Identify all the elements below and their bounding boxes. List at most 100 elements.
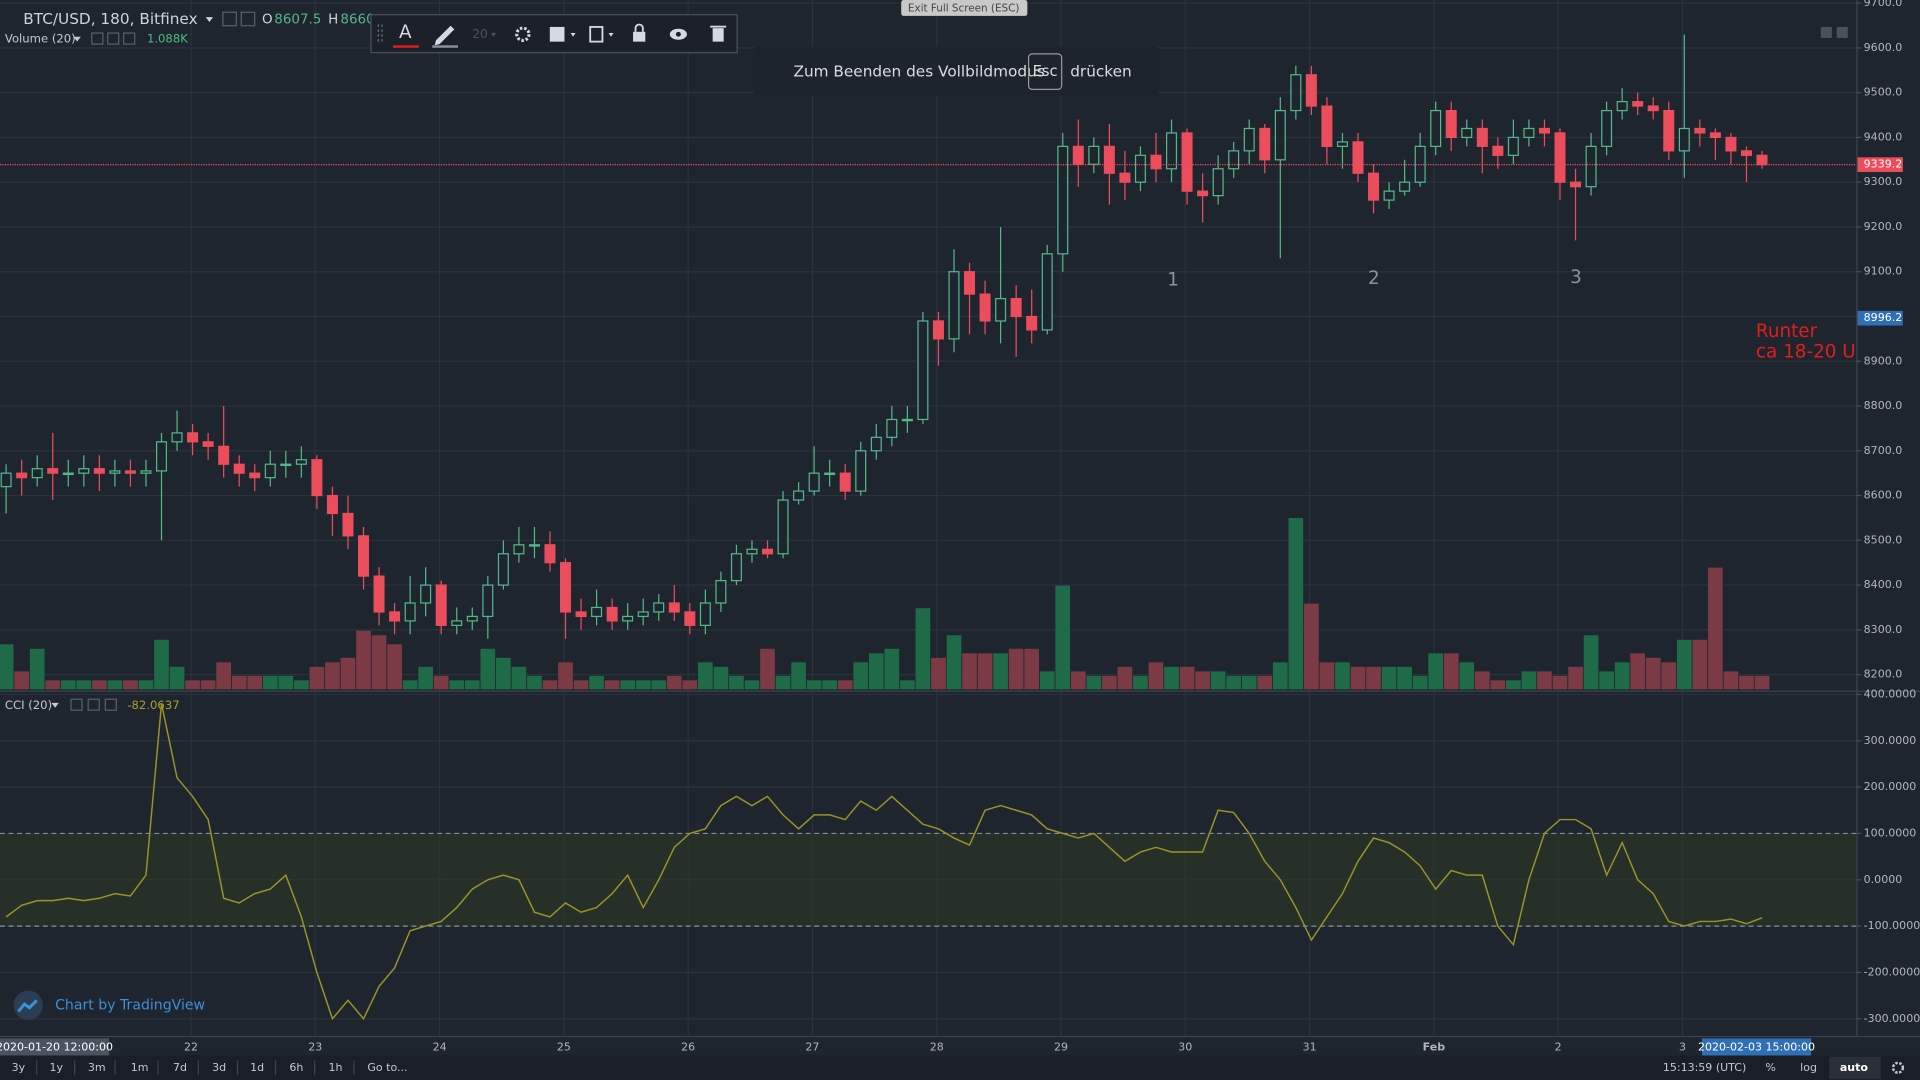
x-tick-label: 29: [1054, 1041, 1068, 1054]
range-button[interactable]: 1y: [50, 1061, 64, 1074]
candle-body: [202, 441, 214, 447]
pane-button[interactable]: [1820, 26, 1832, 38]
candle-body: [404, 602, 416, 622]
y-tick-label: 9200.0: [1864, 220, 1903, 233]
dropdown-arrow[interactable]: [73, 36, 81, 42]
candle-body: [1725, 136, 1737, 152]
volume-bar: [480, 648, 496, 690]
icon[interactable]: [91, 32, 104, 45]
pane-button[interactable]: [1836, 26, 1848, 38]
auto-toggle[interactable]: auto: [1840, 1061, 1869, 1074]
line-color-swatch[interactable]: [432, 45, 458, 48]
auto-toggle-bg[interactable]: [1829, 1056, 1881, 1079]
volume-title[interactable]: Volume (20): [5, 32, 76, 46]
volume-bar: [1366, 666, 1381, 690]
volume-bar: [1537, 671, 1552, 690]
percent-toggle[interactable]: %: [1765, 1061, 1775, 1074]
volume-bar: [1179, 666, 1195, 690]
settings-icon[interactable]: [1891, 1061, 1905, 1074]
volume-value: 1.088K: [147, 32, 188, 46]
range-button[interactable]: 3m: [88, 1061, 106, 1074]
y-tick-label: 400.0000: [1864, 687, 1917, 700]
candle-body: [1585, 145, 1597, 188]
text-color-swatch[interactable]: [393, 45, 419, 48]
candle-body: [93, 468, 105, 474]
volume-bar: [1521, 671, 1537, 690]
candle-body: [1041, 253, 1053, 331]
range-button[interactable]: 1h: [329, 1061, 343, 1074]
icon[interactable]: [87, 698, 100, 711]
volume-bar: [123, 680, 138, 690]
volume-bar: [185, 680, 200, 690]
icon[interactable]: [123, 32, 136, 45]
candle-body: [1057, 145, 1069, 255]
volume-bar: [371, 635, 387, 690]
candle-body: [684, 611, 696, 626]
font-size[interactable]: 20: [472, 27, 488, 41]
x-tick-label: 31: [1303, 1041, 1317, 1054]
clone-icon[interactable]: [589, 26, 604, 43]
lock-icon[interactable]: [633, 31, 646, 42]
volume-bar: [0, 644, 14, 690]
volume-bar: [1397, 666, 1412, 690]
y-tick-label: 9400.0: [1864, 130, 1903, 143]
branding[interactable]: Chart by TradingView: [55, 997, 205, 1013]
volume-bar: [1583, 635, 1599, 690]
exit-fullscreen-label[interactable]: Exit Full Screen (ESC): [908, 3, 1020, 15]
icon-hide[interactable]: [222, 11, 237, 27]
trash-lid: [710, 25, 727, 28]
range-button[interactable]: 1m: [131, 1061, 149, 1074]
annotation: 2: [1368, 268, 1380, 289]
icon[interactable]: [104, 698, 117, 711]
icon[interactable]: [107, 32, 120, 45]
cursor-time: 2020-02-03 15:00:00: [1698, 1041, 1815, 1054]
y-tick-label: 9100.0: [1864, 265, 1903, 278]
candle-body: [1616, 101, 1628, 112]
visibility-icon[interactable]: [549, 26, 565, 42]
volume-bar: [1661, 662, 1677, 690]
dropdown-arrow[interactable]: [570, 33, 576, 37]
volume-bar: [1257, 675, 1273, 690]
candle-body: [591, 606, 603, 618]
volume-bar: [604, 680, 620, 690]
y-tick-label: 8500.0: [1864, 533, 1903, 546]
candle-body: [560, 562, 572, 613]
logo-mark: [17, 999, 38, 1013]
volume-bar: [1304, 603, 1319, 690]
candle-body: [1756, 154, 1768, 166]
range-button[interactable]: 7d: [173, 1061, 187, 1074]
volume-bar: [1288, 517, 1304, 690]
x-tick-label: 26: [681, 1041, 695, 1054]
dropdown-arrow[interactable]: [491, 33, 496, 37]
range-button[interactable]: 3y: [12, 1061, 26, 1074]
icon-settings[interactable]: [240, 11, 256, 27]
range-button[interactable]: 3d: [212, 1061, 226, 1074]
exit-fullscreen-button[interactable]: [901, 0, 1028, 16]
dropdown-arrow[interactable]: [205, 17, 214, 23]
icon[interactable]: [70, 698, 83, 711]
dropdown-arrow[interactable]: [608, 33, 614, 37]
text-color-icon[interactable]: A: [399, 22, 412, 43]
pencil-icon[interactable]: [434, 25, 455, 46]
volume-bar: [527, 675, 542, 690]
range-button[interactable]: 1d: [250, 1061, 264, 1074]
volume-bar: [60, 680, 76, 690]
goto-button[interactable]: Go to...: [367, 1061, 407, 1074]
volume-bar: [1008, 648, 1024, 690]
indicator-title[interactable]: CCI (20): [5, 698, 52, 712]
trash-icon[interactable]: [712, 28, 724, 42]
candle-body: [1492, 145, 1504, 156]
x-tick-label: 27: [805, 1041, 819, 1054]
log-toggle[interactable]: log: [1800, 1061, 1817, 1074]
dropdown-arrow[interactable]: [51, 702, 59, 708]
range-button[interactable]: 6h: [289, 1061, 303, 1074]
candle-body: [1663, 109, 1675, 152]
drag-handle[interactable]: [377, 24, 383, 45]
volume-bar: [853, 662, 869, 690]
candle-body: [295, 459, 307, 465]
symbol[interactable]: BTC/USD, 180, Bitfinex: [23, 10, 197, 28]
candle-body: [342, 512, 354, 537]
candle-body: [637, 611, 649, 618]
candle-body: [31, 468, 43, 479]
candle-body: [1694, 127, 1706, 134]
